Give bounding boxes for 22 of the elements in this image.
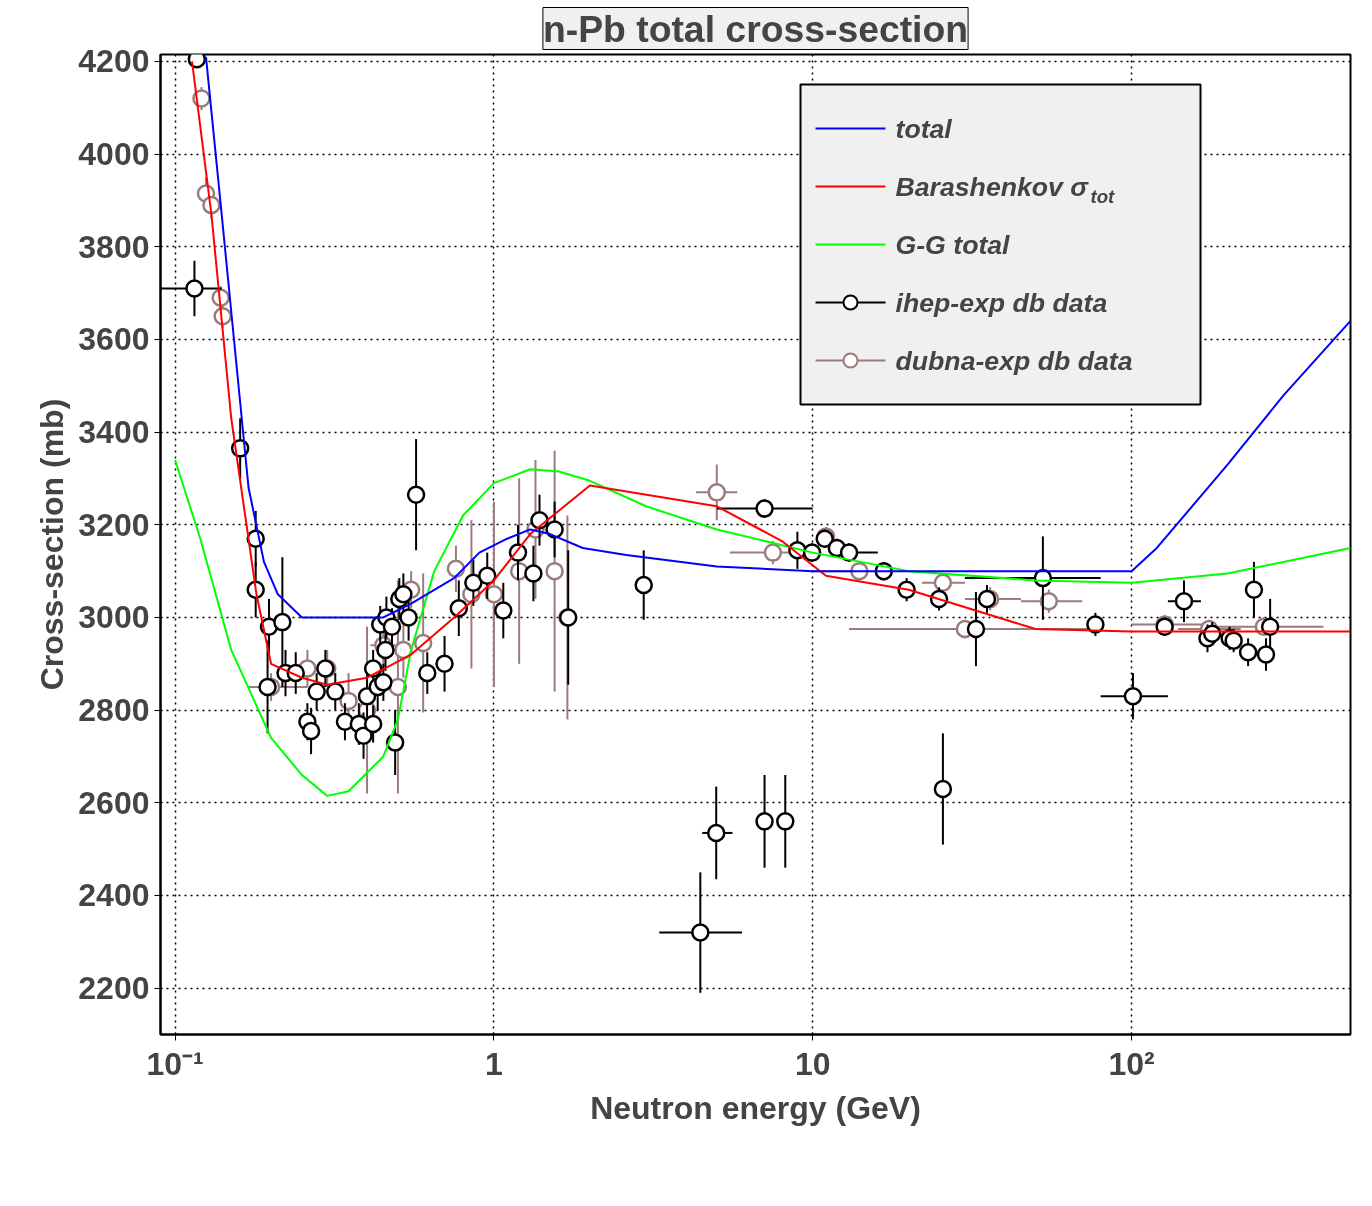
x-tick-label: 1 (485, 1045, 503, 1082)
y-tick-label: 2600 (78, 784, 150, 821)
y-tick-label: 2800 (78, 692, 150, 729)
x-tick-label: 10² (1108, 1045, 1155, 1082)
y-tick-label: 3000 (78, 599, 150, 636)
y-tick-label: 3800 (78, 228, 150, 265)
y-tick-label: 3600 (78, 321, 150, 358)
y-tick-label: 3200 (78, 506, 150, 543)
x-tick-label: 10⁻¹ (146, 1045, 204, 1082)
legend-label: ihep-exp db data (895, 287, 1108, 318)
legend-label: G-G total (895, 229, 1011, 260)
y-tick-label: 4200 (78, 43, 150, 80)
y-tick-label: 4000 (78, 136, 150, 173)
legend-label: total (895, 113, 953, 144)
y-tick-label: 2400 (78, 877, 150, 914)
legend-label: dubna-exp db data (895, 345, 1133, 376)
x-tick-label: 10 (794, 1045, 831, 1082)
y-tick-label: 2200 (78, 970, 150, 1007)
chart-title: n-Pb total cross-section (542, 7, 969, 50)
y-tick-label: 3400 (78, 414, 150, 451)
x-axis-title: Neutron energy (GeV) (590, 1089, 921, 1126)
y-axis-title: Cross-section (mb) (34, 398, 71, 691)
